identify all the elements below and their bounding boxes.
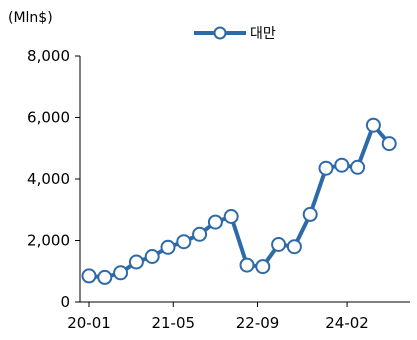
x-tick-label: 24-02 xyxy=(325,314,369,332)
axes xyxy=(75,55,410,307)
data-point xyxy=(128,254,144,270)
legend-marker xyxy=(213,26,227,40)
y-unit-label: (Mln$) xyxy=(8,10,53,26)
data-point xyxy=(192,226,208,242)
x-tick-label: 20-01 xyxy=(67,314,111,332)
y-tick-labels: 0 2,000 4,000 6,000 8,000 xyxy=(27,47,70,311)
data-point xyxy=(144,249,160,264)
data-point xyxy=(223,209,239,224)
legend-label: 대만 xyxy=(250,26,276,42)
data-point xyxy=(255,259,271,275)
series-line xyxy=(88,123,391,280)
y-tick-label: 6,000 xyxy=(27,109,70,127)
data-point xyxy=(302,206,318,222)
data-point xyxy=(239,257,255,273)
data-point xyxy=(318,160,334,176)
data-point xyxy=(286,239,302,255)
data-point xyxy=(81,268,97,284)
y-tick-label: 4,000 xyxy=(27,170,70,188)
data-point xyxy=(271,237,287,252)
data-point xyxy=(97,269,113,285)
x-tick-label: 22-09 xyxy=(236,314,280,332)
data-point xyxy=(207,214,223,230)
data-point xyxy=(160,239,176,255)
data-point xyxy=(350,159,366,175)
data-point xyxy=(334,157,350,173)
legend: 대만 xyxy=(194,26,276,42)
data-point xyxy=(176,234,192,250)
x-tick-label: 21-05 xyxy=(151,314,195,332)
x-tick-labels: 20-01 21-05 22-09 24-02 xyxy=(67,314,369,332)
y-tick-label: 8,000 xyxy=(27,47,70,65)
y-tick-label: 0 xyxy=(60,293,70,311)
plot-area xyxy=(81,117,397,285)
data-point xyxy=(365,117,381,133)
data-point xyxy=(381,136,397,152)
data-point xyxy=(113,265,129,281)
y-tick-label: 2,000 xyxy=(27,232,70,250)
